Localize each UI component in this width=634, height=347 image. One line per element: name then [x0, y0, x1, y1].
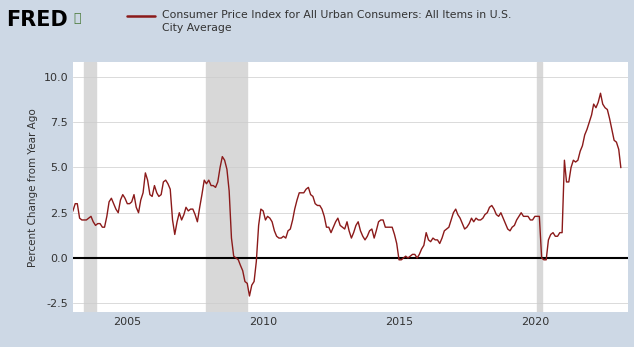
- Text: ⌕: ⌕: [73, 12, 81, 25]
- Text: Consumer Price Index for All Urban Consumers: All Items in U.S.: Consumer Price Index for All Urban Consu…: [162, 10, 511, 20]
- Bar: [207, 62, 247, 312]
- Bar: [84, 62, 96, 312]
- Text: FRED: FRED: [6, 10, 68, 31]
- Bar: [537, 62, 541, 312]
- Text: City Average: City Average: [162, 23, 231, 33]
- Y-axis label: Percent Change from Year Ago: Percent Change from Year Ago: [28, 108, 38, 267]
